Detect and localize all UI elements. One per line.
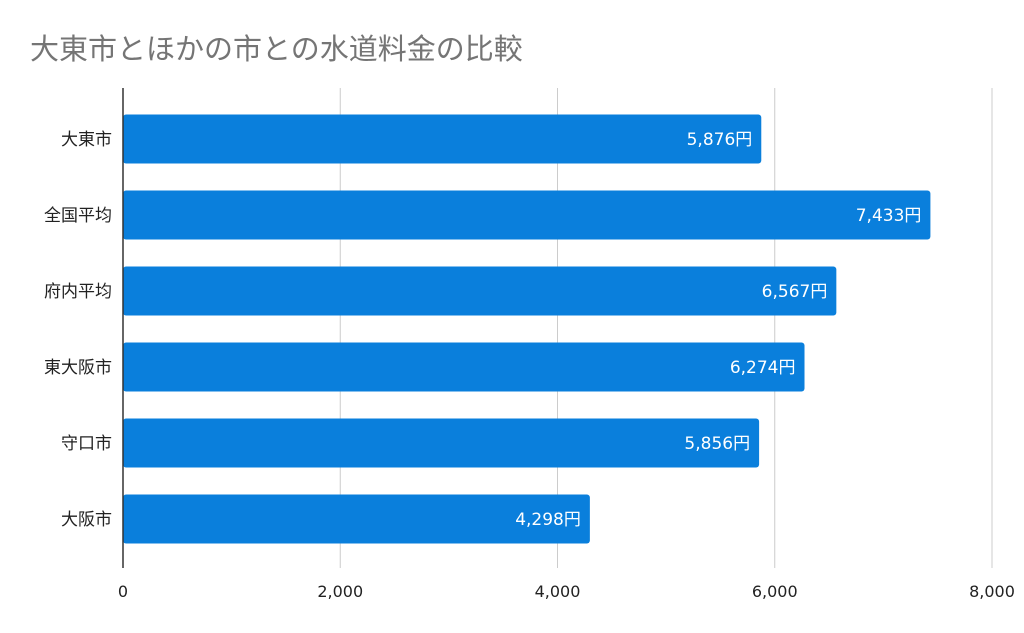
bar — [123, 418, 760, 468]
x-tick-label: 4,000 — [535, 582, 581, 601]
x-tick-label: 6,000 — [752, 582, 798, 601]
data-label: 7,433円 — [856, 206, 922, 226]
category-label: 大阪市 — [61, 510, 112, 530]
chart-title: 大東市とほかの市との水道料金の比較 — [30, 32, 523, 66]
data-label: 6,274円 — [730, 358, 796, 378]
bar — [123, 114, 762, 164]
category-label: 守口市 — [61, 434, 112, 454]
data-label: 5,856円 — [684, 434, 750, 454]
category-label: 府内平均 — [44, 282, 112, 302]
bar — [123, 190, 931, 240]
data-label: 6,567円 — [762, 282, 828, 302]
bar — [123, 266, 837, 316]
x-tick-label: 0 — [118, 582, 128, 601]
category-label: 全国平均 — [44, 206, 112, 226]
bar — [123, 494, 590, 544]
data-label: 5,876円 — [687, 130, 753, 150]
x-tick-label: 2,000 — [317, 582, 363, 601]
bar — [123, 342, 805, 392]
category-label: 東大阪市 — [44, 358, 112, 378]
x-tick-label: 8,000 — [969, 582, 1015, 601]
category-label: 大東市 — [61, 130, 112, 150]
data-label: 4,298円 — [515, 510, 581, 530]
